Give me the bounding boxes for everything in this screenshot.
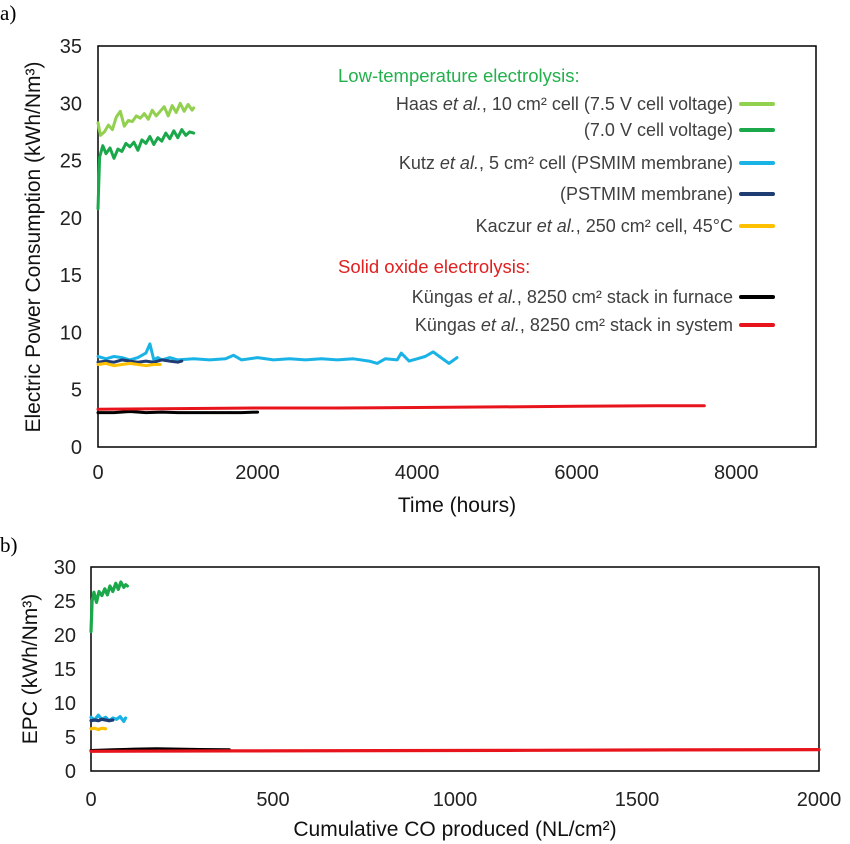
legend-entry-label: Kutz et al., 5 cm² cell (PSMIM membrane) bbox=[399, 153, 733, 173]
legend-entry-label: Kaczur et al., 250 cm² cell, 45°C bbox=[476, 216, 733, 236]
y-tick-label: 25 bbox=[60, 151, 82, 173]
plot-a-legend: Low-temperature electrolysis: Haas et al.… bbox=[338, 65, 775, 335]
plot-b-frame bbox=[90, 566, 820, 772]
y-tick-label: 10 bbox=[60, 322, 82, 344]
y-tick-label: 0 bbox=[65, 761, 76, 783]
plot-a-x-axis-title: Time (hours) bbox=[398, 494, 516, 517]
plot-b-y-ticks: 0 5 10 15 20 25 30 bbox=[54, 557, 76, 783]
x-tick-label: 500 bbox=[256, 789, 289, 811]
x-tick-label: 1500 bbox=[615, 789, 660, 811]
x-tick-label: 0 bbox=[92, 462, 103, 484]
series-line bbox=[96, 404, 706, 411]
legend-group-header: Low-temperature electrolysis: bbox=[338, 65, 580, 86]
legend-entry-label: (7.0 V cell voltage) bbox=[584, 120, 733, 140]
series-line bbox=[89, 580, 130, 634]
plot-a: 0 5 10 15 20 25 30 35 0 2000 4000 6000 8000 Time (h… bbox=[22, 36, 817, 517]
series-line bbox=[96, 128, 196, 211]
y-tick-label: 25 bbox=[54, 591, 76, 613]
panel-a-label: a) bbox=[0, 1, 16, 25]
series-line bbox=[89, 726, 108, 732]
series-line bbox=[96, 410, 260, 415]
plot-b-series bbox=[89, 580, 821, 753]
x-tick-label: 2000 bbox=[797, 789, 842, 811]
plot-b-y-axis-title: EPC (kWh/Nm³) bbox=[19, 594, 42, 745]
x-tick-label: 6000 bbox=[554, 462, 599, 484]
series-line bbox=[89, 747, 821, 753]
y-tick-label: 0 bbox=[71, 437, 82, 459]
y-tick-label: 5 bbox=[65, 727, 76, 749]
panel-b-label: b) bbox=[0, 533, 18, 557]
x-tick-label: 2000 bbox=[235, 462, 280, 484]
plot-a-frame bbox=[97, 45, 817, 448]
plot-a-series bbox=[96, 101, 706, 415]
legend-entry-label: Küngas et al., 8250 cm² stack in system bbox=[415, 315, 733, 335]
x-tick-label: 8000 bbox=[714, 462, 759, 484]
plot-b-x-ticks: 0 500 1000 1500 2000 bbox=[85, 789, 841, 811]
y-tick-label: 15 bbox=[60, 265, 82, 287]
y-tick-label: 20 bbox=[60, 208, 82, 230]
legend-entry-label: Haas et al., 10 cm² cell (7.5 V cell vol… bbox=[396, 94, 733, 114]
plot-a-x-ticks: 0 2000 4000 6000 8000 bbox=[92, 462, 758, 484]
legend-entry-label: (PSTMIM membrane) bbox=[560, 184, 733, 204]
series-line bbox=[96, 358, 184, 364]
y-tick-label: 10 bbox=[54, 693, 76, 715]
x-tick-label: 0 bbox=[85, 789, 96, 811]
y-tick-label: 30 bbox=[54, 557, 76, 579]
y-tick-label: 5 bbox=[71, 380, 82, 402]
x-tick-label: 4000 bbox=[395, 462, 440, 484]
series-line bbox=[89, 717, 115, 723]
y-tick-label: 20 bbox=[54, 625, 76, 647]
y-tick-label: 35 bbox=[60, 36, 82, 58]
legend-entry-label: Küngas et al., 8250 cm² stack in furnace bbox=[412, 287, 733, 307]
y-tick-label: 30 bbox=[60, 93, 82, 115]
plot-b-x-axis-title: Cumulative CO produced (NL/cm²) bbox=[293, 818, 616, 841]
x-tick-label: 1000 bbox=[433, 789, 478, 811]
plot-b: 0 5 10 15 20 25 30 0 500 1000 1500 2000 Cumulative… bbox=[19, 557, 841, 841]
y-tick-label: 15 bbox=[54, 659, 76, 681]
legend-group-header: Solid oxide electrolysis: bbox=[338, 256, 530, 277]
series-line bbox=[96, 101, 196, 137]
plot-a-y-axis-title: Electric Power Consumption (kWh/Nm³) bbox=[22, 61, 45, 432]
series-line bbox=[96, 342, 459, 365]
plot-a-y-ticks: 0 5 10 15 20 25 30 35 bbox=[60, 36, 82, 459]
series-line bbox=[96, 361, 162, 368]
